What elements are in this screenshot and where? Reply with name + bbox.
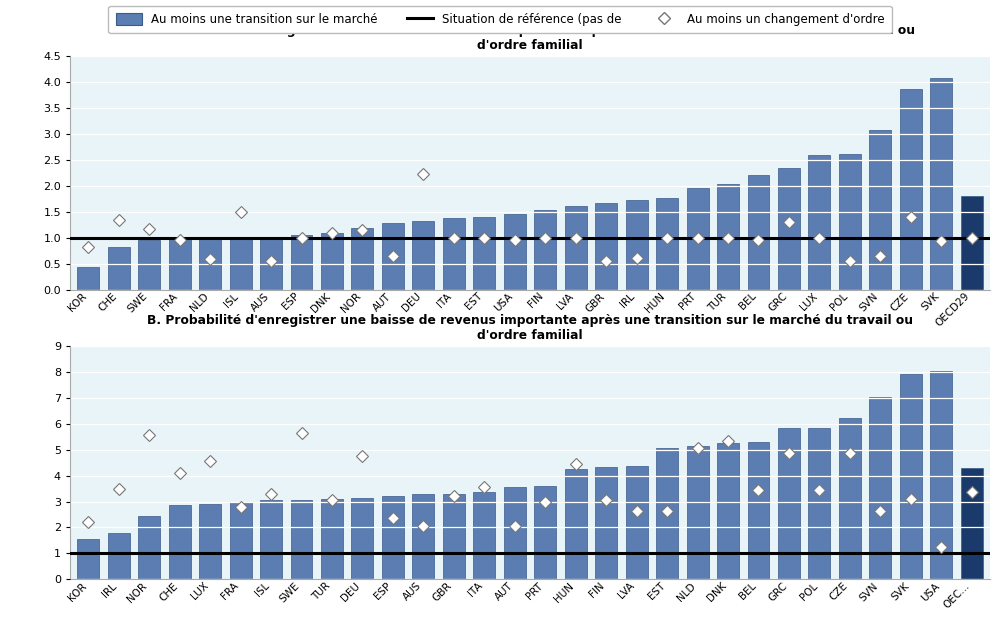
Bar [443,493,465,579]
Bar [961,196,983,290]
Bar [565,206,587,290]
Bar [291,235,312,290]
Bar [808,155,830,290]
Bar [382,223,404,290]
Bar [930,371,952,579]
Bar [869,130,891,290]
Bar [900,374,922,579]
Bar [839,418,861,579]
Bar [808,427,830,579]
Bar [473,217,495,290]
Bar [199,238,221,290]
Bar [321,232,343,290]
Bar [717,443,739,579]
Bar [169,505,191,579]
Bar [260,238,282,290]
Bar [900,88,922,290]
Bar [473,492,495,579]
Bar [626,467,648,579]
Bar [443,218,465,290]
Bar [595,467,617,579]
Bar [839,155,861,290]
Title: B. Probabilité d'enregistrer une baisse de revenus importante après une transiti: B. Probabilité d'enregistrer une baisse … [147,314,913,342]
Bar [687,447,709,579]
Bar [626,201,648,290]
Bar [748,176,769,290]
Bar [778,168,800,290]
Bar [108,247,130,290]
Title: A. Probabilité d'enregistrer une hausse de revenus importante après une transiti: A. Probabilité d'enregistrer une hausse … [144,24,916,52]
Bar [169,238,191,290]
Bar [260,500,282,579]
Bar [230,239,252,290]
Bar [351,229,373,290]
Bar [77,539,99,579]
Bar [534,486,556,579]
Bar [717,184,739,290]
Bar [351,498,373,579]
Bar [412,494,434,579]
Bar [199,503,221,579]
Bar [656,447,678,579]
Bar [778,429,800,579]
Bar [230,502,252,579]
Bar [291,500,312,579]
Bar [504,214,526,290]
Legend: Au moins une transition sur le marché, Situation de référence (pas de, Au moins : Au moins une transition sur le marché, S… [108,6,892,33]
Bar [595,203,617,290]
Bar [961,468,983,579]
Bar [504,487,526,579]
Bar [869,397,891,579]
Bar [748,442,769,579]
Bar [138,240,160,290]
Bar [656,198,678,290]
Bar [108,533,130,579]
Bar [77,267,99,290]
Bar [382,497,404,579]
Bar [687,188,709,290]
Bar [565,469,587,579]
Bar [138,516,160,579]
Bar [534,211,556,290]
Bar [930,78,952,290]
Bar [412,221,434,290]
Bar [321,499,343,579]
